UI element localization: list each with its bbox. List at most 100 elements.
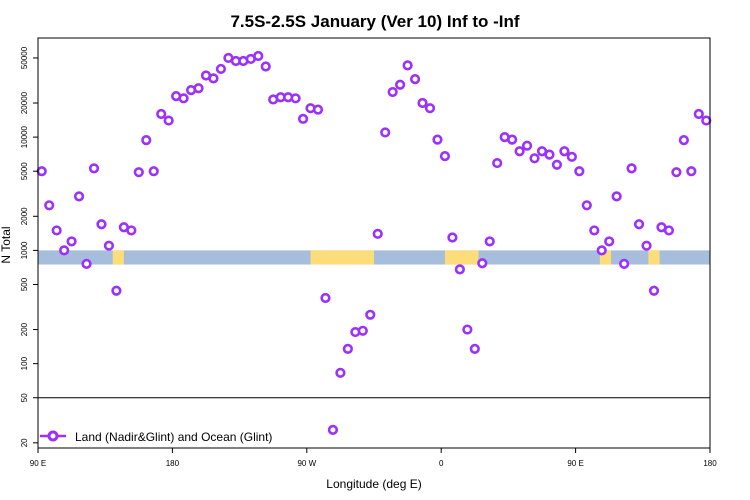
x-tick-label-0: 90 E [30, 459, 46, 468]
y-tick-label-0: 20 [20, 438, 29, 447]
data-point-0-41 [342, 343, 353, 354]
x-axis-label: Longitude (deg E) [326, 477, 421, 491]
y-tick-label-6: 2000 [20, 207, 29, 225]
data-point-0-38 [320, 292, 331, 304]
data-point-0-30 [260, 61, 271, 72]
chart-title: 7.5S-2.5S January (Ver 10) Inf to -Inf [230, 12, 519, 31]
data-point-0-10 [111, 285, 122, 296]
data-point-0-45 [372, 228, 383, 239]
y-tick-label-3: 200 [20, 322, 29, 336]
data-point-0-50 [409, 74, 421, 85]
data-point-0-54 [439, 150, 451, 162]
data-point-0-29 [253, 50, 264, 62]
data-point-0-35 [297, 113, 309, 124]
data-point-0-86 [678, 135, 689, 146]
data-point-0-57 [462, 324, 473, 335]
land-segment-2 [444, 250, 479, 265]
data-point-0-3 [59, 245, 70, 256]
data-point-0-84 [663, 225, 675, 236]
y-tick-label-4: 500 [20, 277, 29, 291]
data-point-0-37 [312, 104, 324, 115]
data-point-0-49 [402, 60, 413, 71]
data-point-0-72 [574, 166, 585, 177]
data-point-0-21 [193, 83, 204, 94]
data-point-0-48 [395, 79, 406, 90]
data-point-0-53 [432, 134, 443, 145]
data-point-0-79 [626, 163, 637, 174]
data-point-0-61 [492, 157, 503, 169]
x-tick-label-3: 0 [439, 459, 444, 468]
data-point-0-15 [148, 166, 159, 177]
x-tick-label-2: 90 W [297, 459, 316, 468]
legend: Land (Nadir&Glint) and Ocean (Glint) [40, 430, 272, 444]
y-tick-label-8: 10000 [20, 125, 29, 148]
data-point-0-70 [559, 146, 570, 157]
map-strip [38, 250, 710, 265]
data-point-0-7 [88, 163, 100, 174]
data-point-0-24 [215, 63, 227, 75]
data-point-0-73 [581, 200, 592, 211]
data-point-0-56 [454, 264, 465, 275]
data-point-0-51 [417, 97, 428, 109]
data-point-0-64 [514, 146, 525, 157]
x-tick-label-5: 180 [703, 459, 717, 468]
data-point-0-80 [633, 219, 645, 230]
data-point-0-2 [51, 225, 62, 236]
x-tick-label-1: 180 [166, 459, 180, 468]
data-point-0-87 [686, 166, 697, 177]
data-point-0-47 [387, 86, 398, 98]
data-point-0-19 [178, 93, 189, 104]
land-segment-0 [112, 250, 124, 265]
data-point-0-71 [566, 151, 577, 162]
data-points [36, 50, 712, 436]
data-point-0-81 [641, 240, 652, 251]
data-point-0-55 [447, 232, 458, 243]
data-point-0-5 [73, 191, 85, 202]
land-segment-1 [310, 250, 374, 265]
data-point-0-78 [619, 258, 630, 269]
data-point-0-66 [529, 153, 540, 164]
land-segment-4 [648, 250, 660, 265]
y-tick-label-5: 1000 [20, 241, 29, 259]
data-point-0-77 [611, 191, 622, 202]
data-point-0-23 [208, 73, 219, 84]
data-point-0-82 [648, 285, 660, 296]
y-tick-label-9: 20000 [20, 91, 29, 114]
data-point-0-39 [327, 424, 339, 436]
data-point-0-65 [521, 140, 533, 151]
legend-marker-swatch [47, 430, 59, 442]
legend-label: Land (Nadir&Glint) and Ocean (Glint) [75, 430, 272, 444]
data-point-0-75 [596, 245, 607, 256]
data-point-0-63 [507, 134, 518, 145]
data-point-0-1 [44, 200, 55, 211]
data-point-0-88 [693, 108, 704, 120]
data-point-0-68 [544, 149, 555, 160]
data-point-0-85 [671, 167, 682, 178]
data-point-0-12 [126, 225, 137, 236]
data-point-0-60 [484, 236, 495, 247]
data-point-0-13 [133, 167, 144, 178]
data-point-0-46 [380, 127, 391, 138]
axes: 90 E 180 90 W 0 90 E 180 20 50 100 200 500 1000 2000… [20, 46, 717, 468]
y-axis-label: N Total [0, 226, 13, 263]
data-point-0-17 [163, 115, 174, 126]
data-point-0-8 [96, 219, 107, 230]
data-point-0-14 [141, 135, 152, 146]
data-point-0-89 [701, 115, 712, 126]
data-point-0-69 [551, 159, 563, 170]
data-point-0-59 [477, 258, 488, 269]
land-segment-3 [599, 250, 612, 265]
y-tick-label-7: 5000 [20, 162, 29, 180]
data-point-0-52 [424, 103, 436, 114]
data-point-0-0 [36, 166, 47, 177]
x-tick-label-4: 90 E [567, 459, 583, 468]
data-point-0-43 [357, 325, 368, 336]
data-point-0-40 [335, 367, 346, 378]
data-point-0-34 [290, 93, 301, 104]
data-point-0-9 [103, 240, 115, 251]
data-point-0-58 [469, 343, 480, 354]
y-tick-label-1: 50 [20, 393, 29, 402]
data-point-0-76 [604, 236, 615, 247]
y-tick-label-2: 100 [20, 356, 29, 370]
